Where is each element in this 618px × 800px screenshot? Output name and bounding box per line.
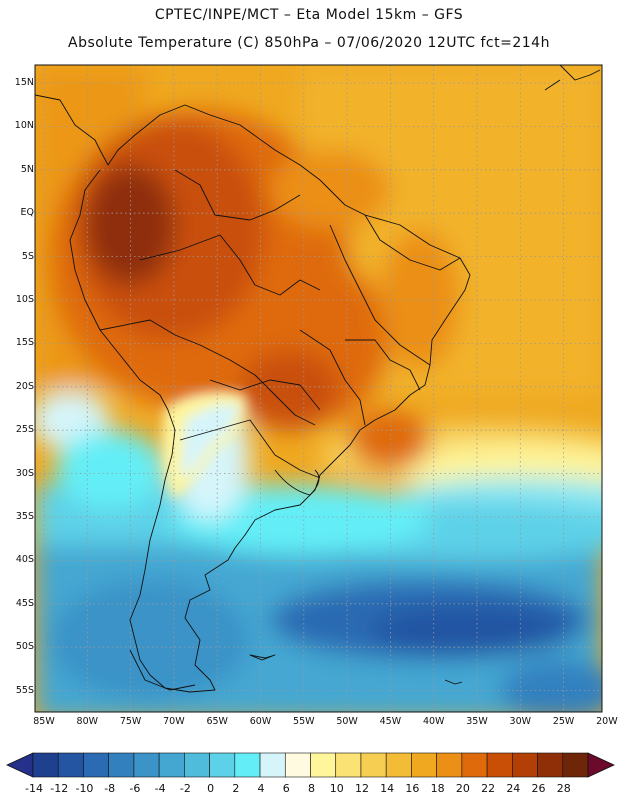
longitude-label: 35W	[466, 716, 488, 727]
colorbar-label: -10	[75, 782, 94, 795]
colorbar-swatch	[411, 752, 437, 778]
colorbar-label: 2	[232, 782, 240, 795]
colorbar-swatch	[57, 752, 84, 778]
colorbar-label: 22	[481, 782, 496, 795]
colorbar-swatch	[32, 752, 59, 778]
colorbar-swatch	[184, 752, 210, 778]
latitude-label: 50S	[15, 641, 34, 653]
latitude-label: 10S	[15, 294, 34, 305]
colorbar-swatch	[562, 752, 589, 778]
colorbar-label: 20	[455, 782, 470, 795]
colorbar-label: 16	[405, 782, 420, 795]
longitude-label: 65W	[206, 716, 228, 727]
latitude-label: 10N	[14, 120, 34, 132]
latitude-label: 40S	[15, 554, 34, 566]
colorbar-label: -8	[104, 782, 116, 795]
colorbar-swatch	[436, 752, 463, 778]
latitude-label: 30S	[15, 467, 34, 479]
latitude-label: 15S	[15, 337, 34, 349]
colorbar-label: 24	[506, 782, 521, 795]
colorbar-over-arrow	[587, 752, 615, 778]
colorbar-label: 18	[430, 782, 445, 795]
latitude-label: 5S	[21, 250, 34, 262]
colorbar-swatch	[234, 752, 261, 778]
colorbar-label: 14	[380, 782, 395, 795]
colorbar-label: -4	[154, 782, 166, 795]
latitude-label: 45S	[15, 597, 34, 609]
colorbar-swatch	[133, 752, 160, 778]
colorbar-swatch	[335, 752, 362, 778]
longitude-label: 75W	[119, 716, 142, 727]
colorbar-swatch	[259, 752, 286, 778]
latitude-label: 15N	[14, 77, 34, 88]
latitude-label: 20S	[15, 380, 34, 392]
colorbar-label: 8	[308, 782, 315, 795]
longitude-label: 30W	[509, 716, 532, 727]
colorbar-under-arrow	[6, 752, 34, 778]
longitude-label: 70W	[163, 716, 185, 727]
colorbar-label: 12	[354, 782, 369, 795]
colorbar-label: 10	[329, 782, 344, 795]
colorbar-label: 28	[556, 782, 571, 795]
latitude-label: 55S	[15, 684, 34, 696]
colorbar-swatch	[108, 752, 135, 778]
colorbar-swatch	[512, 752, 538, 778]
colorbar-swatch	[360, 752, 387, 778]
latitude-label: EQ	[20, 207, 34, 219]
longitude-label: 25W	[552, 716, 575, 727]
longitude-label: 45W	[379, 716, 402, 727]
longitude-label: 80W	[76, 716, 99, 727]
colorbar-swatch	[537, 752, 564, 778]
longitude-label: 85W	[33, 716, 55, 727]
longitude-label: 40W	[422, 716, 445, 727]
colorbar-swatch	[284, 752, 311, 778]
colorbar-label: -6	[129, 782, 141, 795]
latitude-label: 25S	[15, 424, 34, 436]
colorbar	[6, 752, 615, 778]
coastline-borders	[35, 65, 601, 693]
latitude-label: 5N	[20, 163, 34, 175]
colorbar-label: 6	[282, 782, 290, 795]
lat-lon-grid	[35, 65, 602, 712]
longitude-label: 20W	[596, 716, 618, 727]
colorbar-swatch	[310, 752, 337, 778]
longitude-label: 55W	[293, 716, 315, 727]
colorbar-swatch	[209, 752, 236, 778]
longitude-label: 50W	[336, 716, 358, 727]
chart-title-line1: CPTEC/INPE/MCT – Eta Model 15km – GFS	[154, 7, 464, 23]
colorbar-label: -12	[50, 782, 69, 795]
colorbar-swatch	[83, 752, 109, 778]
colorbar-swatch	[158, 752, 185, 778]
colorbar-swatch	[461, 752, 488, 778]
longitude-label: 60W	[249, 716, 272, 727]
colorbar-label: 26	[531, 782, 546, 795]
latitude-label: 35S	[15, 511, 34, 522]
colorbar-label: -2	[179, 782, 191, 795]
colorbar-label: 4	[257, 782, 265, 795]
chart-title-line2: Absolute Temperature (C) 850hPa – 07/06/…	[68, 35, 550, 51]
colorbar-swatch	[486, 752, 513, 778]
colorbar-label: -14	[25, 782, 43, 795]
colorbar-swatch	[385, 752, 412, 778]
colorbar-label: 0	[207, 782, 215, 795]
